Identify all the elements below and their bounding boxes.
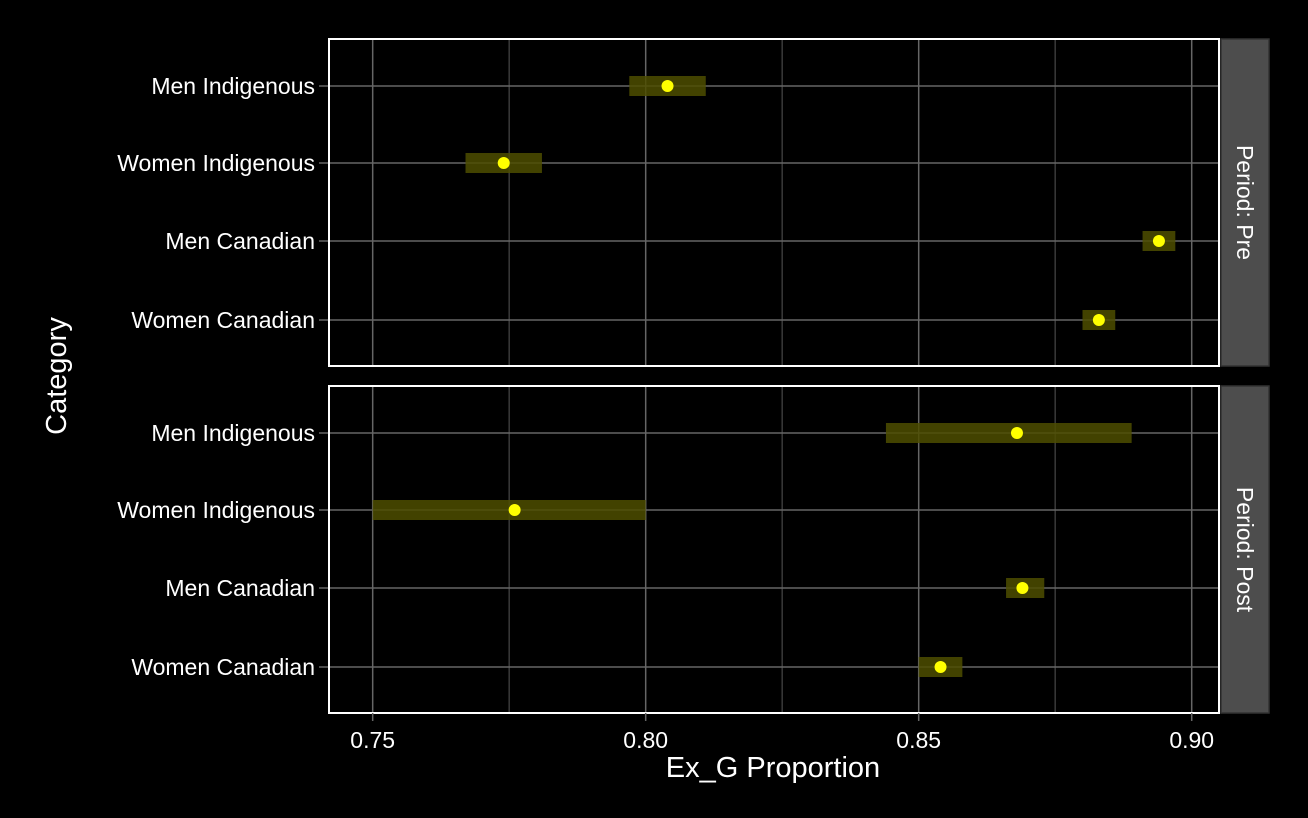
facet-strip — [1220, 385, 1270, 714]
data-point — [1092, 314, 1105, 326]
facet-strip — [1220, 38, 1270, 367]
facet-panels: Men Indigenous Women Indigenous Men Canadi… — [117, 38, 1270, 714]
y-tick-label: Men Canadian — [165, 228, 315, 254]
facet-panel-2: Men Indigenous Women Indigenous Men Canadi… — [117, 385, 1270, 714]
y-tick-label: Women Canadian — [131, 307, 315, 333]
data-point — [1010, 427, 1023, 439]
facet-panel-1: Men Indigenous Women Indigenous Men Canadi… — [117, 38, 1270, 367]
y-tick-label: Women Canadian — [131, 654, 315, 680]
panel-background — [329, 39, 1219, 366]
panel-border — [328, 38, 1220, 367]
facet-strip-label: Period: Post — [1232, 487, 1258, 613]
x-axis: 0.75 0.80 0.85 0.90 — [350, 713, 1214, 753]
data-point — [661, 80, 674, 92]
data-point — [508, 504, 521, 516]
y-tick-label: Men Canadian — [165, 575, 315, 601]
x-tick-label: 0.85 — [896, 727, 941, 753]
y-axis-title: Category — [41, 317, 73, 435]
data-point — [1152, 235, 1165, 247]
data-point — [934, 661, 947, 673]
x-tick-label: 0.80 — [623, 727, 668, 753]
y-tick-label: Men Indigenous — [151, 420, 315, 446]
x-tick-label: 0.75 — [350, 727, 395, 753]
interval-bar — [885, 423, 1132, 443]
y-tick-label: Men Indigenous — [151, 73, 315, 99]
x-axis-title: Ex_G Proportion — [666, 752, 880, 784]
data-point — [1016, 582, 1029, 594]
panel-border — [328, 385, 1220, 714]
y-tick-label: Women Indigenous — [117, 150, 315, 176]
facet-strip-label: Period: Pre — [1232, 145, 1258, 260]
y-tick-label: Women Indigenous — [117, 497, 315, 523]
x-tick-label: 0.90 — [1169, 727, 1214, 753]
data-point — [497, 157, 510, 169]
